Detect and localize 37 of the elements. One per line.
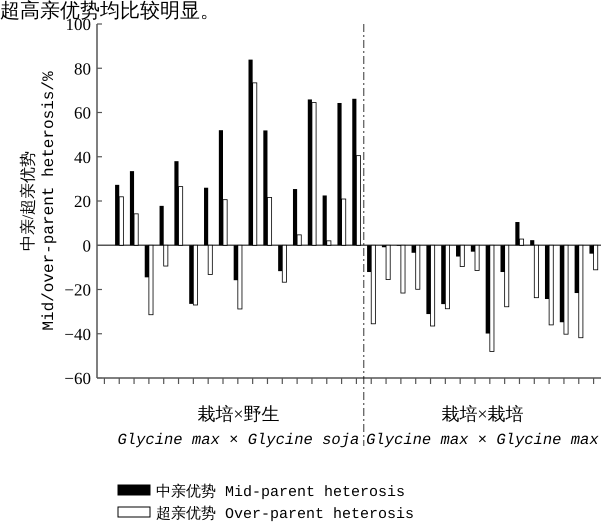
text: Glycine max × Glycine soja bbox=[117, 431, 360, 449]
bar bbox=[489, 244, 494, 352]
legend-label: 中亲优势 Mid-parent heterosis bbox=[156, 483, 406, 501]
y-axis-title: 中亲/超亲优势 Mid/over-parent heterosis/% bbox=[19, 70, 58, 331]
text: 栽培×栽培 bbox=[441, 404, 524, 424]
bar bbox=[312, 102, 316, 246]
y-tick-label: 0 bbox=[82, 236, 91, 256]
bar bbox=[148, 244, 154, 316]
y-tick-label: 60 bbox=[74, 104, 91, 122]
y-tick-label: −60 bbox=[64, 369, 91, 388]
bar bbox=[192, 244, 198, 306]
bar bbox=[237, 244, 242, 310]
bar bbox=[415, 244, 420, 290]
bar bbox=[593, 244, 598, 270]
text: 栽培×野生 bbox=[197, 404, 280, 424]
bar bbox=[292, 189, 298, 246]
y-tick-label: −40 bbox=[64, 324, 91, 344]
bar bbox=[474, 244, 480, 271]
text: Glycine max × Glycine max bbox=[366, 431, 600, 449]
bar bbox=[282, 244, 287, 283]
bar bbox=[370, 244, 376, 324]
bar bbox=[386, 244, 391, 280]
bar bbox=[504, 244, 510, 308]
bar bbox=[578, 244, 584, 338]
y-tick-label: 40 bbox=[74, 148, 91, 167]
bar bbox=[400, 244, 406, 294]
bar bbox=[460, 244, 465, 267]
legend-label: 超亲优势 Over-parent heterosis bbox=[156, 505, 414, 523]
bar bbox=[130, 171, 134, 246]
y-tick-label: 20 bbox=[74, 192, 91, 211]
bar bbox=[430, 244, 436, 326]
bar bbox=[564, 244, 568, 335]
y-tick-label: 80 bbox=[74, 59, 91, 78]
y-tick-label: −20 bbox=[64, 280, 91, 300]
bar bbox=[548, 244, 554, 326]
bar bbox=[337, 102, 342, 246]
bar bbox=[444, 244, 450, 310]
